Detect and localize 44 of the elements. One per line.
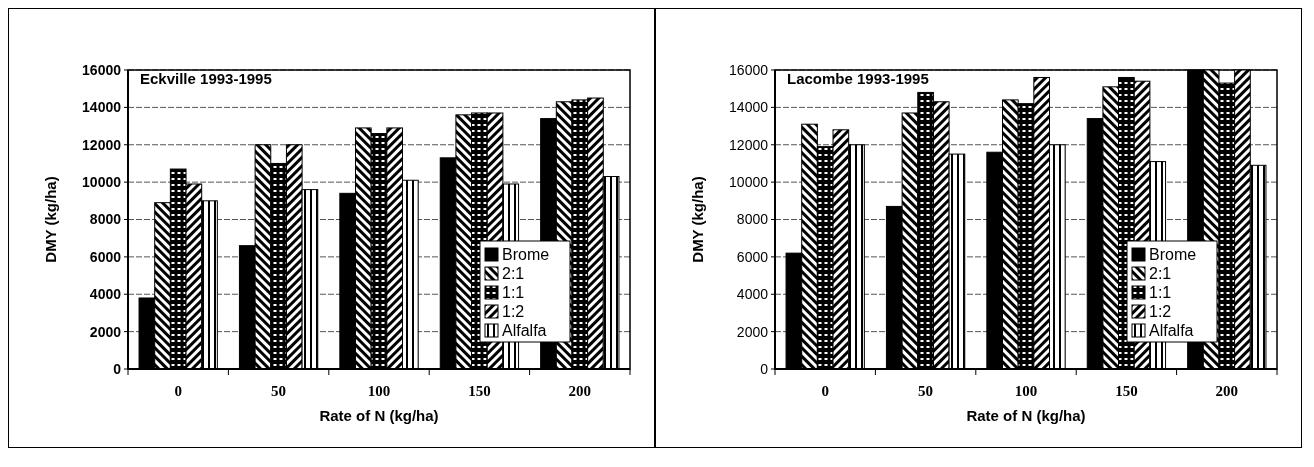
y-tick-label: 14000 bbox=[729, 99, 769, 116]
x-tick-label: 0 bbox=[174, 383, 182, 399]
x-axis-title: Rate of N (kg/ha) bbox=[966, 407, 1086, 424]
x-tick-label: 100 bbox=[367, 383, 391, 399]
y-tick-label: 6000 bbox=[736, 248, 769, 265]
y-tick-label: 0 bbox=[760, 360, 769, 377]
x-tick-label: 200 bbox=[568, 383, 592, 399]
x-tick-label: 150 bbox=[1115, 383, 1138, 399]
legend-label: 2:1 bbox=[502, 265, 525, 282]
legend-label: 2:1 bbox=[1149, 265, 1172, 282]
legend-label: Alfalfa bbox=[1149, 322, 1194, 339]
chart-title: Eckville 1993-1995 bbox=[140, 70, 272, 87]
y-tick-label: 16000 bbox=[729, 61, 769, 78]
legend-label: 1:1 bbox=[502, 284, 525, 301]
x-tick-label: 100 bbox=[1014, 383, 1038, 399]
y-tick-label: 10000 bbox=[729, 174, 769, 191]
y-tick-label: 8000 bbox=[89, 211, 122, 228]
x-tick-label: 200 bbox=[1215, 383, 1239, 399]
y-tick-label: 14000 bbox=[82, 99, 122, 116]
y-tick-label: 4000 bbox=[89, 286, 122, 303]
legend-label: Brome bbox=[1149, 246, 1197, 263]
x-tick-label: 150 bbox=[468, 383, 491, 399]
y-tick-label: 6000 bbox=[89, 248, 122, 265]
x-tick-label: 50 bbox=[271, 383, 287, 399]
legend-label: 1:1 bbox=[1149, 284, 1172, 301]
y-tick-label: 16000 bbox=[82, 61, 122, 78]
legend-label: 1:2 bbox=[1149, 303, 1172, 320]
y-tick-label: 2000 bbox=[736, 323, 769, 340]
y-axis-title: DMY (kg/ha) bbox=[42, 176, 59, 263]
x-tick-label: 50 bbox=[918, 383, 934, 399]
y-tick-label: 8000 bbox=[736, 211, 769, 228]
y-tick-label: 0 bbox=[113, 360, 122, 377]
legend-label: Alfalfa bbox=[502, 322, 547, 339]
x-axis-title: Rate of N (kg/ha) bbox=[319, 407, 439, 424]
y-tick-label: 12000 bbox=[729, 136, 769, 153]
legend-label: Brome bbox=[502, 246, 550, 263]
y-tick-label: 10000 bbox=[82, 174, 122, 191]
y-tick-label: 2000 bbox=[89, 323, 122, 340]
y-axis-title: DMY (kg/ha) bbox=[689, 176, 706, 263]
chart-title: Lacombe 1993-1995 bbox=[787, 70, 929, 87]
legend-label: 1:2 bbox=[502, 303, 525, 320]
y-tick-label: 4000 bbox=[736, 286, 769, 303]
y-tick-label: 12000 bbox=[82, 136, 122, 153]
x-tick-label: 0 bbox=[821, 383, 829, 399]
